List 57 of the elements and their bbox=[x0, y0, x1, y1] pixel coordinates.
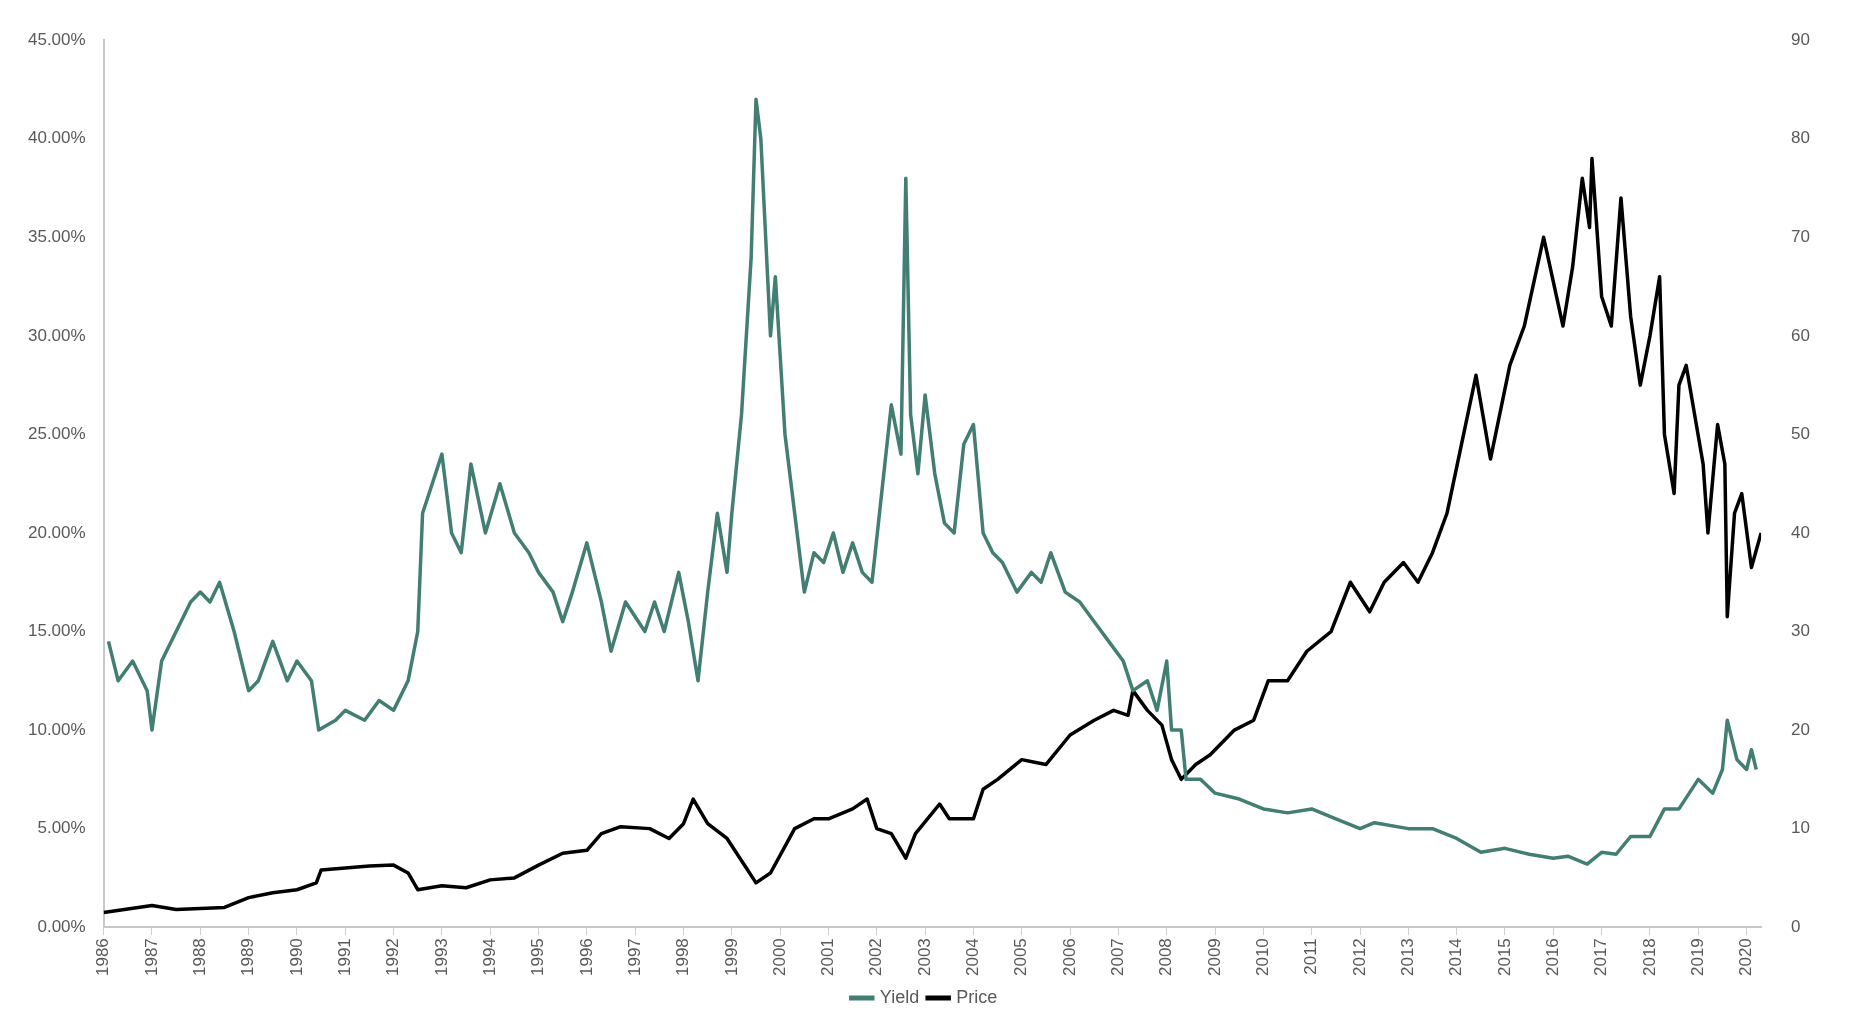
y2-tick-label: 90 bbox=[1791, 29, 1811, 49]
x-tick-label: 1992 bbox=[383, 938, 403, 977]
x-tick-label: 1993 bbox=[431, 938, 451, 977]
y2-tick-label: 20 bbox=[1791, 719, 1811, 739]
y-tick-label: 10.00% bbox=[27, 719, 86, 739]
y2-tick-label: 80 bbox=[1791, 128, 1811, 148]
x-tick-label: 1990 bbox=[286, 938, 306, 977]
y2-tick-label: 30 bbox=[1791, 621, 1811, 641]
x-tick-label: 2003 bbox=[914, 938, 934, 977]
x-tick-label: 1995 bbox=[528, 938, 548, 977]
x-tick-label: 2011 bbox=[1301, 938, 1321, 975]
y2-tick-label: 10 bbox=[1791, 818, 1811, 838]
x-tick-label: 1989 bbox=[238, 938, 258, 977]
y2-tick-label: 50 bbox=[1791, 424, 1811, 444]
x-tick-label: 1991 bbox=[334, 938, 354, 977]
x-tick-label: 2019 bbox=[1687, 938, 1707, 977]
x-tick-label: 2007 bbox=[1108, 938, 1128, 977]
x-tick-label: 2014 bbox=[1446, 938, 1466, 977]
y-tick-label: 30.00% bbox=[27, 325, 86, 345]
x-tick-label: 2015 bbox=[1494, 938, 1514, 977]
y-tick-label: 35.00% bbox=[27, 226, 86, 246]
x-tick-label: 2010 bbox=[1253, 938, 1273, 977]
y2-tick-label: 40 bbox=[1791, 522, 1811, 542]
legend-label: Price bbox=[956, 986, 998, 1007]
y2-tick-label: 70 bbox=[1791, 226, 1811, 246]
x-tick-label: 1986 bbox=[93, 938, 113, 977]
x-tick-label: 1997 bbox=[624, 938, 644, 977]
x-tick-label: 2017 bbox=[1591, 938, 1611, 977]
x-tick-label: 1999 bbox=[721, 938, 741, 977]
x-tick-label: 2016 bbox=[1542, 938, 1562, 977]
y-tick-label: 25.00% bbox=[27, 424, 86, 444]
y2-tick-label: 60 bbox=[1791, 325, 1811, 345]
x-tick-label: 2018 bbox=[1639, 938, 1659, 977]
x-tick-label: 2006 bbox=[1059, 938, 1079, 977]
x-tick-label: 1994 bbox=[479, 938, 499, 977]
y-tick-label: 20.00% bbox=[27, 522, 86, 542]
y-tick-label: 15.00% bbox=[27, 621, 86, 641]
y2-tick-label: 0 bbox=[1791, 916, 1801, 936]
y-tick-label: 45.00% bbox=[27, 29, 86, 49]
x-tick-label: 1998 bbox=[673, 938, 693, 977]
x-tick-label: 1988 bbox=[189, 938, 209, 977]
x-tick-label: 2008 bbox=[1156, 938, 1176, 977]
legend-label: Yield bbox=[879, 986, 920, 1007]
y-tick-label: 0.00% bbox=[37, 916, 86, 936]
x-tick-label: 2012 bbox=[1349, 938, 1369, 977]
x-tick-label: 2009 bbox=[1204, 938, 1224, 977]
x-tick-label: 1987 bbox=[141, 938, 161, 977]
y-tick-label: 40.00% bbox=[27, 128, 86, 148]
x-tick-label: 2004 bbox=[963, 938, 983, 977]
x-tick-label: 2013 bbox=[1398, 938, 1418, 977]
x-tick-label: 2002 bbox=[866, 938, 886, 977]
x-tick-label: 2020 bbox=[1736, 938, 1756, 977]
x-tick-label: 2000 bbox=[769, 938, 789, 977]
x-tick-label: 2001 bbox=[818, 938, 838, 977]
x-tick-label: 1996 bbox=[576, 938, 596, 977]
y-tick-label: 5.00% bbox=[37, 818, 86, 838]
x-tick-label: 2005 bbox=[1011, 938, 1031, 977]
